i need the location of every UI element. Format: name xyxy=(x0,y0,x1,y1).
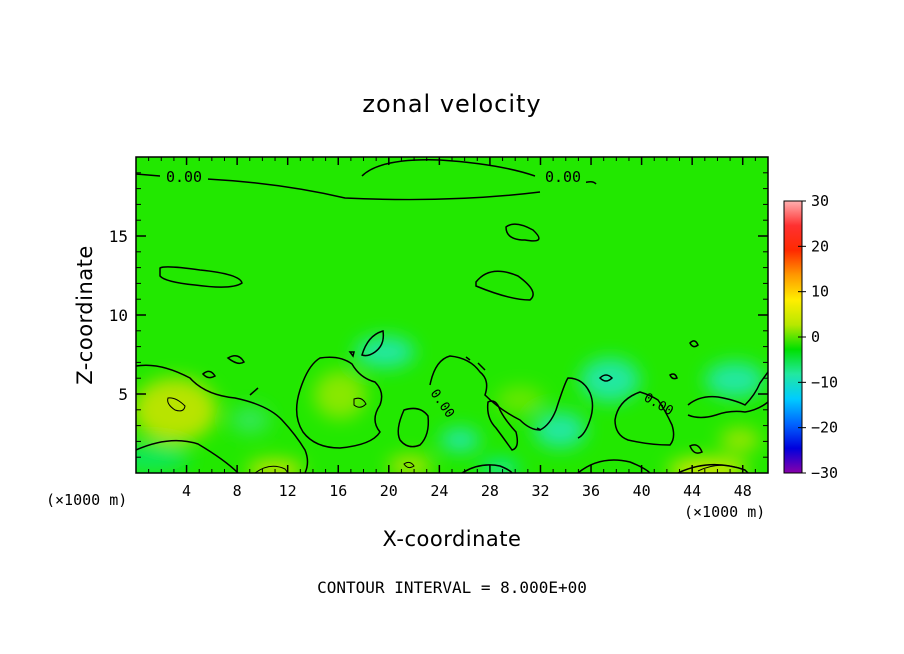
x-axis-ticks: 4 8 12 16 20 24 28 32 36 40 44 48 xyxy=(148,157,756,500)
contour-interval-note: CONTOUR INTERVAL = 8.000E+00 xyxy=(317,578,587,597)
contour-line xyxy=(136,364,309,473)
x-tick-label: 36 xyxy=(582,482,600,500)
contour-line xyxy=(353,397,367,408)
contour-line xyxy=(361,330,385,357)
contour-line xyxy=(577,459,651,473)
x-tick-label: 24 xyxy=(430,482,448,500)
contour-lines xyxy=(136,159,768,473)
contour-line xyxy=(348,351,355,358)
contour-line xyxy=(614,391,675,446)
contour-line xyxy=(295,356,383,449)
heatmap-blobs xyxy=(136,336,765,473)
contour-line xyxy=(505,223,540,242)
field-blob xyxy=(388,456,432,473)
field-blob xyxy=(496,386,544,414)
y-axis-label: Z-coordinate xyxy=(73,245,97,385)
colorbar-tick-label: 0 xyxy=(811,328,820,346)
chart-title: zonal velocity xyxy=(362,90,541,118)
x-axis-label: X-coordinate xyxy=(383,527,522,551)
contour-label: 0.00 xyxy=(166,168,202,186)
field-blob xyxy=(705,362,765,398)
contour-line xyxy=(136,173,161,177)
colorbar-tick-label: −30 xyxy=(811,464,838,482)
field-blob xyxy=(534,412,586,448)
field-blob xyxy=(720,428,760,452)
contour-line xyxy=(475,270,534,301)
contour-line xyxy=(689,340,699,348)
contour-line xyxy=(397,407,430,448)
contour-line xyxy=(136,439,239,473)
colorbar-tick-label: −20 xyxy=(811,419,838,437)
contour-line xyxy=(206,178,541,201)
heatmap-field: 0.00 0.00 0.00 0.00 xyxy=(136,157,768,473)
field-blob xyxy=(136,444,190,472)
colorbar-tick-label: 10 xyxy=(811,283,829,301)
contour-line xyxy=(687,371,768,406)
field-blob xyxy=(440,428,480,452)
colorbar-tick-label: 30 xyxy=(811,192,829,210)
contour-line xyxy=(486,400,519,451)
heatmap-background xyxy=(136,157,768,473)
contour-line xyxy=(536,427,542,431)
contour-line xyxy=(669,373,678,380)
contour-line xyxy=(254,465,289,473)
x-tick-label: 4 xyxy=(182,482,191,500)
field-blob xyxy=(314,371,366,419)
colorbar-ticks: 30 20 10 0 −10 −20 −30 xyxy=(798,192,838,482)
y-tick-label: 10 xyxy=(109,306,128,325)
x-tick-label: 16 xyxy=(329,482,347,500)
contour-line xyxy=(461,464,513,473)
y-tick-label: 15 xyxy=(109,227,128,246)
x-tick-label: 48 xyxy=(734,482,752,500)
y-axis-ticks: 5 10 15 xyxy=(109,172,768,458)
x-axis-units-left: (×1000 m) xyxy=(46,491,127,509)
x-axis-units-right: (×1000 m) xyxy=(684,503,765,521)
field-blob xyxy=(230,406,270,434)
contour-line xyxy=(226,355,246,365)
contour-label: 0.00 xyxy=(545,168,581,186)
contour-line xyxy=(689,444,703,454)
contour-line xyxy=(159,266,243,288)
contour-line xyxy=(167,397,186,412)
colorbar-tick-label: 20 xyxy=(811,237,829,255)
contour-label-backing xyxy=(540,168,586,185)
x-tick-label: 32 xyxy=(531,482,549,500)
contour-line xyxy=(477,362,486,371)
contour-line xyxy=(465,356,471,361)
field-blob xyxy=(355,336,415,368)
x-tick-label: 40 xyxy=(633,482,651,500)
contour-line xyxy=(403,461,415,469)
contour-line xyxy=(201,370,217,379)
colorbar-tick-label: −10 xyxy=(811,373,838,391)
y-tick-label: 5 xyxy=(118,385,128,404)
contour-line xyxy=(249,387,259,396)
contour-label-backing xyxy=(160,168,208,185)
contour-line xyxy=(687,401,768,419)
contour-line xyxy=(697,464,746,472)
x-tick-label: 20 xyxy=(380,482,398,500)
contour-line xyxy=(598,374,614,382)
x-tick-label: 44 xyxy=(683,482,701,500)
x-tick-label: 12 xyxy=(279,482,297,500)
x-tick-label: 8 xyxy=(233,482,242,500)
x-tick-label: 28 xyxy=(481,482,499,500)
